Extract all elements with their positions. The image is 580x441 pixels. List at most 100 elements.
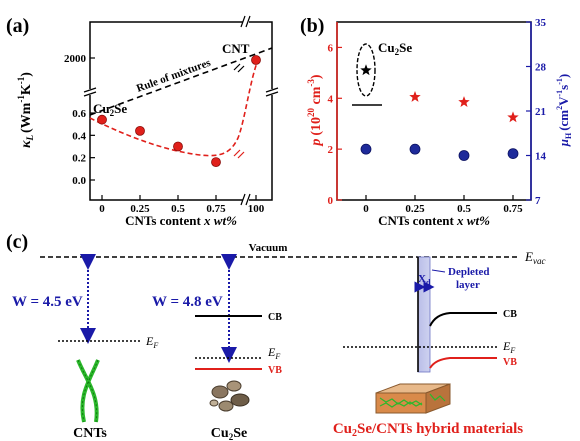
panel-a-ytick-label: 0.6 — [72, 108, 86, 120]
panel-b-cu2se-end: Se — [399, 40, 412, 55]
highlight-oval — [356, 43, 376, 97]
panel-a-y-ticks: 0.0 0.2 0.4 0.6 2000 — [64, 53, 95, 187]
hybrid-name: Cu2Se/CNTs hybrid materials — [333, 421, 523, 439]
cu2se-name-end: Se — [233, 426, 247, 441]
panel-a-x-ticks: 0 0.25 0.5 0.75 100 — [99, 195, 265, 215]
panel-a-points — [97, 55, 261, 168]
rule-of-mixtures-label: Rule of mixtures — [135, 57, 213, 95]
panel-a-ytick-label: 2000 — [64, 53, 87, 65]
panel-b-ylabel-left-p: p — [309, 139, 324, 147]
cu2se-name: Cu2Se — [211, 426, 247, 441]
panel-a-data-point — [251, 55, 261, 65]
panel-b-mobility-point — [507, 148, 519, 159]
panel-b-ylabel-right-exp: 2 — [555, 106, 564, 110]
panel-a-cu2se-label: Cu2Se — [93, 101, 127, 118]
panel-b-left-ticks: 0 2 4 6 — [328, 42, 342, 207]
panel-b-xtick-label: 0.5 — [457, 203, 471, 215]
panel-a-xtick-label: 0.25 — [130, 203, 150, 215]
cnts-name: CNTs — [73, 426, 107, 441]
panel-b-x-ticks: 0 0.25 0.5 0.75 — [363, 195, 523, 215]
hybrid-name-end: Se/CNTs hybrid materials — [357, 421, 523, 437]
evac-label: Evac — [524, 249, 545, 266]
axis-break-bottom — [240, 193, 251, 206]
fit-curve — [89, 59, 259, 157]
cu2se-particles-icon — [209, 380, 250, 412]
panel-b-left-tick-label: 0 — [328, 195, 334, 207]
panel-b-ylabel-right-mu: μ — [556, 139, 571, 147]
panel-a-ylabel-close: ) — [19, 72, 34, 77]
panel-b-xtick-label: 0.25 — [405, 203, 425, 215]
cu2se-cb-label: CB — [268, 312, 282, 323]
panel-b-label: (b) — [300, 15, 324, 37]
panel-c-label: (c) — [6, 231, 28, 253]
panel-b-ylabel-left-close: ) — [309, 74, 324, 79]
panel-a-xtick-label: 0.5 — [171, 203, 185, 215]
panel-a-ytick-label: 0.2 — [72, 153, 86, 165]
panel-b-ylabel-left-units2: cm — [309, 86, 324, 108]
panel-a: (a) 0. — [6, 15, 279, 228]
panel-b-ylabel-right-units3: s — [556, 85, 571, 90]
panel-a-data-point — [97, 114, 107, 125]
panel-b-left-tick-label: 6 — [328, 42, 334, 54]
depleted-label-2: layer — [456, 279, 480, 291]
axis-break-top — [240, 15, 251, 28]
rule-of-mixtures-line — [89, 47, 273, 116]
axis-break-right — [265, 87, 279, 97]
panel-b-right-tick-label: 7 — [535, 195, 541, 207]
panel-b-star-point — [360, 64, 372, 76]
panel-b-right-tick-label: 21 — [535, 106, 546, 118]
panel-a-data-point — [135, 125, 145, 136]
panel-b-cu2se-label: Cu2Se — [378, 40, 412, 57]
panel-a-xlabel: CNTs content x wt% — [125, 213, 237, 228]
cu2se-name-text: Cu — [211, 426, 229, 441]
inner-break-marks — [233, 63, 245, 159]
cnt-ef-e: E — [145, 334, 154, 348]
panel-b-xlabel: CNTs content x wt% — [378, 213, 490, 228]
cu2se-ef-sub: F — [274, 352, 280, 361]
cnt-icon — [76, 359, 100, 423]
panel-a-ylabel-units: (Wm — [19, 102, 34, 133]
depleted-label-1: Depleted — [448, 266, 490, 278]
hybrid-vb-line — [429, 357, 497, 369]
panel-a-xtick-label: 0 — [99, 203, 105, 215]
xd-label: Xd — [418, 273, 431, 287]
panel-b-xtick-label: 0 — [363, 203, 369, 215]
axis-break-left — [83, 87, 97, 97]
cnt-work-function-label: W = 4.5 eV — [12, 294, 83, 310]
xd-sub: d — [426, 278, 431, 287]
hybrid-name-text: Cu — [333, 421, 352, 437]
panel-b-ylabel-right: μH(cm2V-1s-1) — [555, 74, 573, 148]
panel-a-frame — [89, 21, 273, 201]
panel-b-right-tick-label: 14 — [535, 151, 547, 163]
panel-b-mobility-point — [458, 150, 470, 161]
panel-a-ylabel-sub: L — [25, 134, 35, 141]
panel-a-xtick-label: 100 — [248, 203, 265, 215]
panel-b-ylabel-right-exp2: -1 — [555, 90, 564, 97]
cu2se-ef-label: EF — [267, 345, 280, 361]
panel-b-cu2se-text: Cu — [378, 40, 395, 55]
hybrid-name-sub: 2 — [352, 428, 357, 439]
panel-b-star-point — [507, 111, 519, 123]
hybrid-ef-label: EF — [502, 339, 515, 355]
cu2se-name-sub: 2 — [229, 432, 234, 441]
panel-b-xlabel-var: x wt% — [456, 213, 490, 228]
panel-b-left-tick-label: 2 — [328, 144, 334, 156]
cnt-ef-label: EF — [145, 334, 158, 350]
panel-b-xlabel-pre: CNTs content — [378, 213, 457, 228]
panel-b-ylabel-right-sub: H — [564, 132, 573, 139]
panel-a-cu2se-end: Se — [114, 101, 127, 116]
cu2se-ef-e: E — [267, 345, 276, 359]
panel-b-left-tick-label: 4 — [328, 93, 334, 105]
panel-b-cu2se-sub: 2 — [395, 47, 400, 57]
panel-a-ylabel: κL(Wm-1K-1) — [16, 72, 35, 148]
panel-b-frame — [336, 21, 532, 201]
evac-e: E — [524, 249, 533, 264]
panel-b-points — [360, 64, 519, 161]
panel-b-star-point — [409, 91, 421, 102]
panel-b-ylabel-right-close: ) — [556, 74, 571, 78]
depleted-pointer — [431, 269, 446, 273]
panel-a-cu2se-sub: 2 — [110, 108, 115, 118]
panel-a-ylabel-exp2: -1 — [16, 76, 26, 84]
panel-b-star-point — [458, 96, 470, 107]
